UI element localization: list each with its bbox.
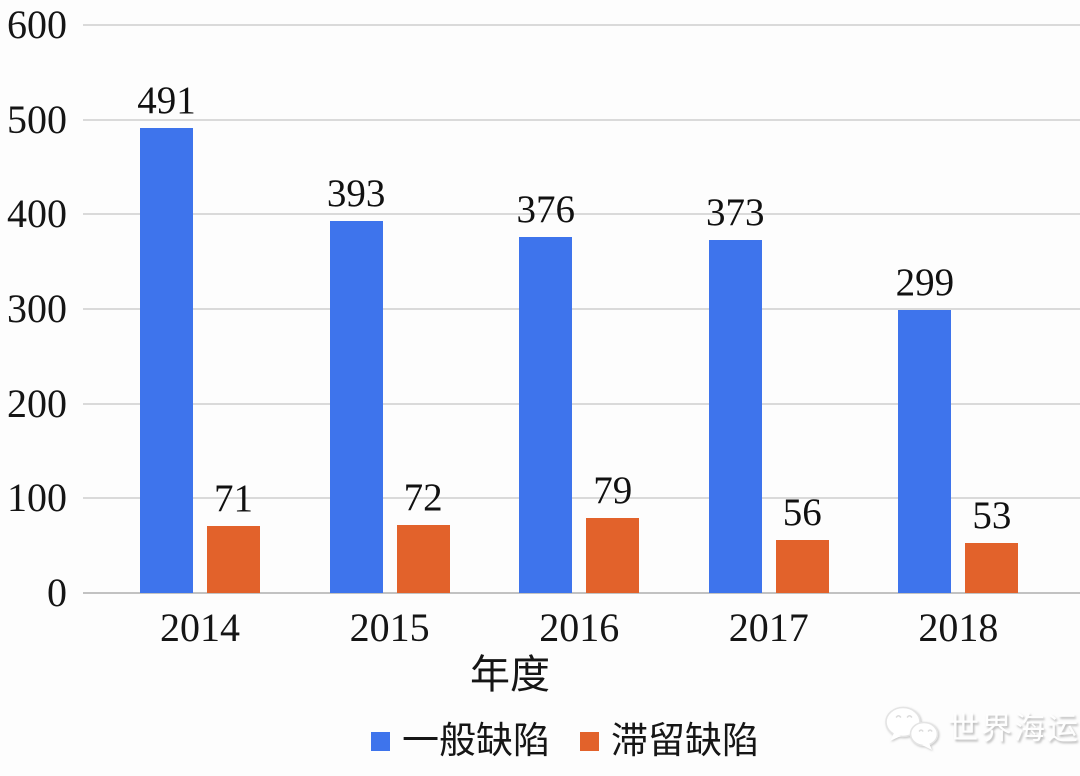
legend-swatch-detention [580, 731, 599, 751]
bar-general-2016 [519, 237, 573, 593]
x-axis-title: 年度 [470, 652, 550, 697]
y-tick-label-600: 600 [7, 2, 67, 47]
x-tick-label-2017: 2017 [728, 605, 809, 650]
bar-value-label-detention-2015: 72 [403, 475, 443, 519]
x-tick-label-2014: 2014 [160, 605, 240, 650]
y-tick-label-0: 0 [47, 570, 67, 615]
gridline-100 [83, 497, 1080, 500]
legend-label-detention: 滞留缺陷 [611, 720, 759, 762]
bar-value-label-detention-2017: 56 [782, 491, 822, 534]
bar-detention-2016 [586, 518, 640, 593]
bar-detention-2015 [396, 524, 450, 593]
y-tick-label-200: 200 [7, 380, 67, 426]
x-axis: 2014 2015 2016 2017 2018 [83, 600, 1080, 650]
bar-value-label-general-2018: 299 [895, 260, 955, 304]
gridline-500 [83, 118, 1080, 121]
legend-item-general: 一般缺陷 [371, 723, 550, 760]
gridline-600 [83, 24, 1080, 26]
bar-value-label-detention-2016: 79 [593, 469, 633, 513]
x-tick-label-2018: 2018 [918, 605, 999, 650]
bar-detention-2018 [965, 542, 1019, 593]
bar-general-2015 [329, 220, 383, 593]
bar-general-2017 [708, 239, 762, 593]
bar-value-label-general-2014: 491 [137, 79, 196, 123]
wechat-icon [885, 706, 939, 750]
watermark: 世界海运 [882, 703, 1080, 753]
legend-label-general: 一般缺陷 [402, 720, 550, 762]
x-tick-label-2016: 2016 [539, 605, 620, 650]
y-tick-label-100: 100 [7, 475, 67, 521]
x-tick-label-2015: 2015 [349, 605, 430, 650]
bar-value-label-general-2017: 373 [706, 190, 765, 234]
legend-swatch-general [371, 731, 390, 751]
y-tick-label-400: 400 [7, 191, 67, 237]
bar-detention-2014 [207, 525, 260, 593]
gridline-200 [83, 402, 1080, 405]
y-tick-label-500: 500 [7, 96, 67, 142]
bar-detention-2017 [775, 540, 829, 593]
gridline-300 [83, 308, 1080, 310]
plot-area: 491 71 393 72 376 79 373 56 299 53 [83, 24, 1080, 594]
y-tick-label-300: 300 [7, 286, 67, 331]
bar-value-label-detention-2018: 53 [972, 493, 1012, 537]
bar-value-label-detention-2014: 71 [214, 476, 253, 520]
y-axis: 0 100 200 300 400 500 600 [0, 0, 67, 776]
bar-value-label-general-2016: 376 [516, 188, 575, 232]
legend: 一般缺陷 滞留缺陷 [371, 719, 759, 763]
bar-general-2014 [140, 128, 193, 593]
watermark-text: 世界海运 [948, 710, 1080, 746]
bar-value-label-general-2015: 393 [326, 171, 386, 215]
gridline-400 [83, 213, 1080, 216]
bar-general-2018 [898, 309, 952, 593]
legend-item-detention: 滞留缺陷 [580, 723, 759, 760]
gridline-0 [83, 592, 1080, 594]
